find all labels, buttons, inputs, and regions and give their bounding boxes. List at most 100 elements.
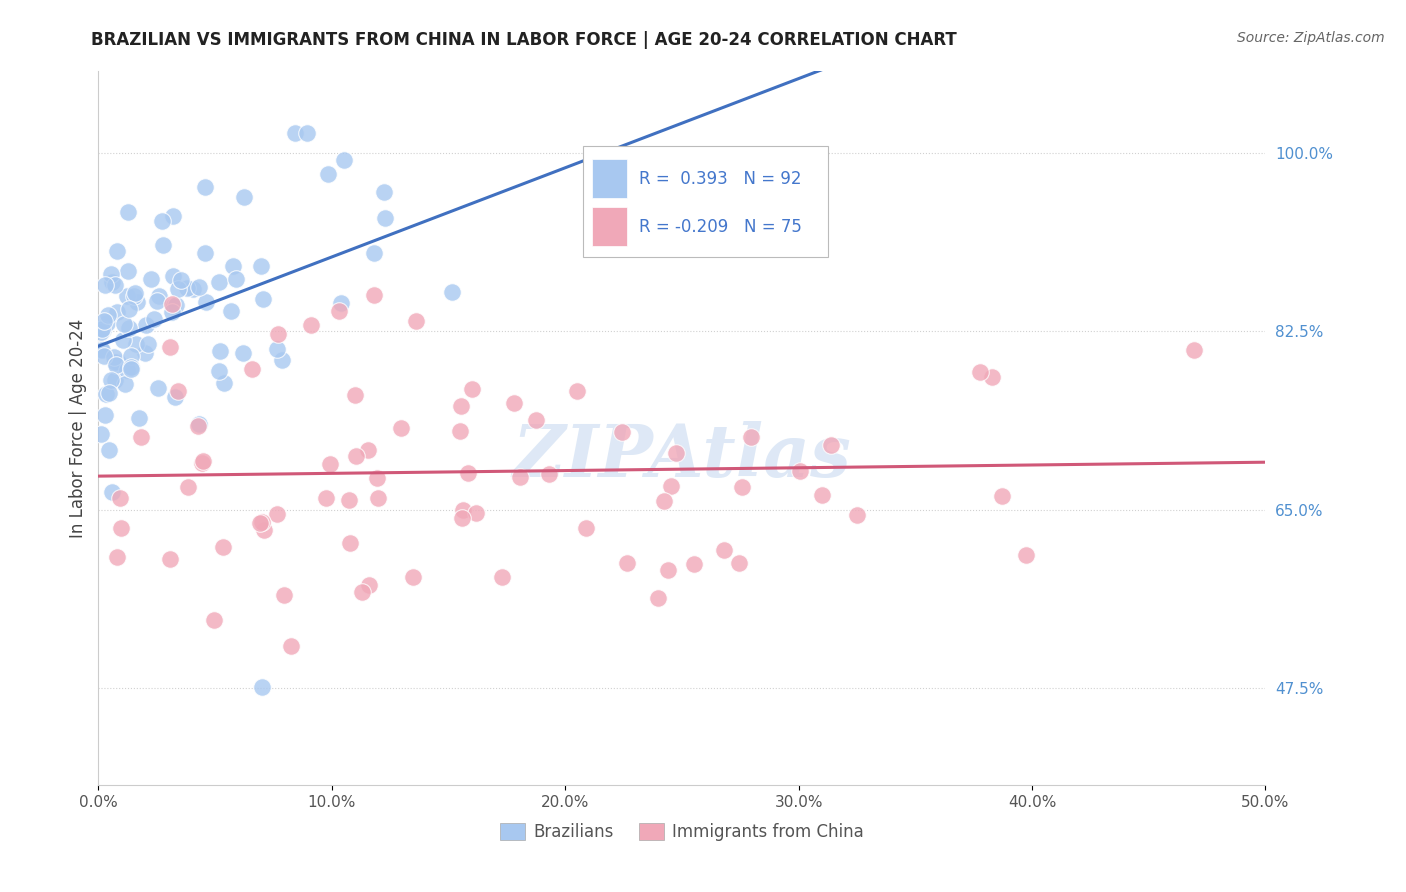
Point <box>359 578 381 592</box>
Point <box>128 410 150 425</box>
Point <box>339 536 361 550</box>
Point <box>152 238 174 252</box>
FancyBboxPatch shape <box>592 207 627 246</box>
Point <box>148 381 170 395</box>
Point <box>115 363 138 377</box>
Point <box>1015 548 1038 562</box>
Point <box>233 190 256 204</box>
Y-axis label: In Labor Force | Age 20-24: In Labor Force | Age 20-24 <box>69 318 87 538</box>
Point <box>683 557 706 571</box>
Text: BRAZILIAN VS IMMIGRANTS FROM CHINA IN LABOR FORCE | AGE 20-24 CORRELATION CHART: BRAZILIAN VS IMMIGRANTS FROM CHINA IN LA… <box>91 31 957 49</box>
Point <box>112 317 135 331</box>
Point <box>93 349 115 363</box>
Point <box>328 304 350 318</box>
Point <box>120 359 142 374</box>
Point <box>115 289 138 303</box>
Point <box>103 350 125 364</box>
Point <box>451 503 474 517</box>
Point <box>101 275 124 289</box>
Point <box>194 179 217 194</box>
Point <box>105 244 128 258</box>
Point <box>991 489 1014 503</box>
Point <box>110 491 132 505</box>
Point <box>731 480 754 494</box>
FancyBboxPatch shape <box>582 146 828 257</box>
Point <box>167 282 190 296</box>
Point <box>343 387 366 401</box>
Text: R =  0.393   N = 92: R = 0.393 N = 92 <box>638 170 801 188</box>
Point <box>118 321 141 335</box>
Point <box>509 470 531 484</box>
Point <box>449 424 471 438</box>
Point <box>363 288 385 302</box>
Point <box>273 588 295 602</box>
Point <box>111 333 134 347</box>
Point <box>165 297 187 311</box>
Point <box>94 277 117 292</box>
Point <box>194 246 217 260</box>
Point <box>713 542 735 557</box>
Point <box>299 318 322 332</box>
Point <box>337 493 360 508</box>
Point <box>160 304 183 318</box>
Point <box>295 126 318 140</box>
Point <box>208 275 231 289</box>
Point <box>177 480 200 494</box>
Point <box>252 292 274 306</box>
Point <box>129 430 152 444</box>
Point <box>125 337 148 351</box>
Point <box>170 273 193 287</box>
Point <box>117 204 139 219</box>
Point <box>100 267 122 281</box>
Point <box>565 384 588 398</box>
Point <box>266 342 288 356</box>
Point <box>344 449 367 463</box>
Point <box>315 491 337 506</box>
Point <box>208 364 231 378</box>
Point <box>980 369 1002 384</box>
FancyBboxPatch shape <box>592 159 627 198</box>
Point <box>124 285 146 300</box>
Point <box>574 520 596 534</box>
Point <box>222 260 245 274</box>
Point <box>401 570 423 584</box>
Point <box>105 305 128 319</box>
Point <box>143 312 166 326</box>
Point <box>167 384 190 398</box>
Point <box>232 345 254 359</box>
Point <box>225 271 247 285</box>
Point <box>219 304 242 318</box>
Point <box>90 343 112 357</box>
Point <box>162 209 184 223</box>
Point <box>665 445 688 459</box>
Point <box>740 430 762 444</box>
Point <box>820 438 842 452</box>
Point <box>93 408 115 422</box>
Point <box>212 376 235 391</box>
Point <box>134 346 156 360</box>
Point <box>366 471 388 485</box>
Text: Source: ZipAtlas.com: Source: ZipAtlas.com <box>1237 31 1385 45</box>
Point <box>250 680 273 694</box>
Point <box>120 362 142 376</box>
Point <box>461 382 484 396</box>
Point <box>188 417 211 431</box>
Point <box>104 373 127 387</box>
Point <box>97 308 120 322</box>
Point <box>616 557 638 571</box>
Point <box>266 507 288 521</box>
Point <box>94 387 117 401</box>
Point <box>333 153 356 167</box>
Point <box>441 285 464 299</box>
Point <box>318 458 340 472</box>
Point <box>202 614 225 628</box>
Point <box>97 385 120 400</box>
Point <box>146 293 169 308</box>
Point <box>91 343 114 357</box>
Point <box>98 442 121 457</box>
Point <box>350 585 373 599</box>
Point <box>612 425 634 440</box>
Point <box>211 541 233 555</box>
Point <box>969 365 991 379</box>
Point <box>125 294 148 309</box>
